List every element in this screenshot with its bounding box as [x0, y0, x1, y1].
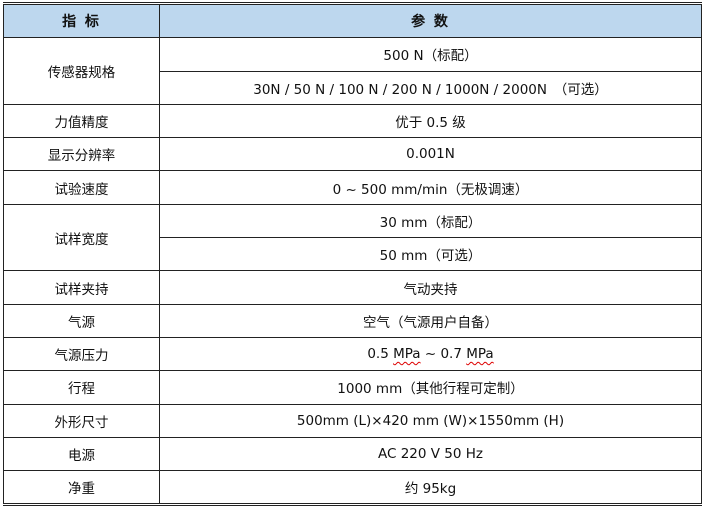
row-value: 0 ~ 500 mm/min（无极调速）: [159, 170, 702, 205]
row-label: 电源: [3, 436, 160, 472]
table-row: 50 mm（可选）: [4, 237, 702, 272]
header-parameter: 参 数: [159, 5, 702, 39]
row-label: 行程: [3, 370, 160, 405]
row-label: 气源压力: [3, 336, 160, 372]
row-label: 外形尺寸: [3, 403, 160, 438]
row-value: 50 mm（可选）: [159, 237, 702, 272]
header-row: 指 标 参 数: [3, 5, 702, 39]
table-row: 试样宽度 30 mm（标配）: [3, 203, 702, 272]
row-value: 1000 mm（其他行程可定制）: [159, 370, 702, 405]
spellcheck-word: MPa: [393, 346, 421, 363]
spellcheck-word: MPa: [466, 346, 494, 363]
row-value: 30 mm（标配）: [159, 203, 702, 239]
row-value: 气动夹持: [159, 270, 702, 305]
spec-table: 指 标 参 数 传感器规格 500 N（标配） 30N / 50 N / 100…: [3, 5, 702, 504]
header-indicator: 指 标: [3, 5, 160, 39]
row-value: 优于 0.5 级: [159, 103, 702, 139]
table-row: 气源 空气（气源用户自备）: [3, 303, 702, 338]
table-row: 试样夹持 气动夹持: [3, 270, 702, 305]
table-row: 气源压力 0.5 MPa ~ 0.7 MPa: [3, 336, 702, 372]
row-value: AC 220 V 50 Hz: [159, 436, 702, 472]
row-label: 试样夹持: [3, 270, 160, 305]
table-row: 外形尺寸 500mm (L)×420 mm (W)×1550mm (H): [3, 403, 702, 438]
table-row: 试验速度 0 ~ 500 mm/min（无极调速）: [3, 170, 702, 205]
table-row: 力值精度 优于 0.5 级: [3, 103, 702, 139]
table-row: 30N / 50 N / 100 N / 200 N / 1000N / 200…: [4, 70, 702, 105]
table-row: 显示分辨率 0.001N: [3, 137, 702, 172]
row-value: 0.001N: [159, 137, 702, 172]
table-row: 传感器规格 500 N（标配）: [3, 37, 702, 105]
row-value: 500 N（标配）: [159, 37, 702, 72]
row-label: 力值精度: [3, 103, 160, 139]
value-part: ~ 0.7: [420, 346, 467, 363]
row-value: 500mm (L)×420 mm (W)×1550mm (H): [159, 403, 702, 438]
spec-table-container: 指 标 参 数 传感器规格 500 N（标配） 30N / 50 N / 100…: [3, 2, 702, 507]
table-row: 净重 约 95kg: [3, 470, 702, 504]
row-label: 净重: [3, 470, 160, 504]
row-value: 空气（气源用户自备）: [159, 303, 702, 338]
row-value: 30N / 50 N / 100 N / 200 N / 1000N / 200…: [159, 70, 702, 105]
row-value: 约 95kg: [159, 470, 702, 504]
table-row: 电源 AC 220 V 50 Hz: [3, 436, 702, 472]
row-label: 气源: [3, 303, 160, 338]
row-label: 显示分辨率: [3, 137, 160, 172]
value-part: 0.5: [367, 346, 394, 363]
row-label: 传感器规格: [3, 37, 160, 105]
row-label: 试样宽度: [3, 203, 160, 272]
row-value: 0.5 MPa ~ 0.7 MPa: [159, 336, 702, 372]
table-row: 行程 1000 mm（其他行程可定制）: [3, 370, 702, 405]
row-label: 试验速度: [3, 170, 160, 205]
